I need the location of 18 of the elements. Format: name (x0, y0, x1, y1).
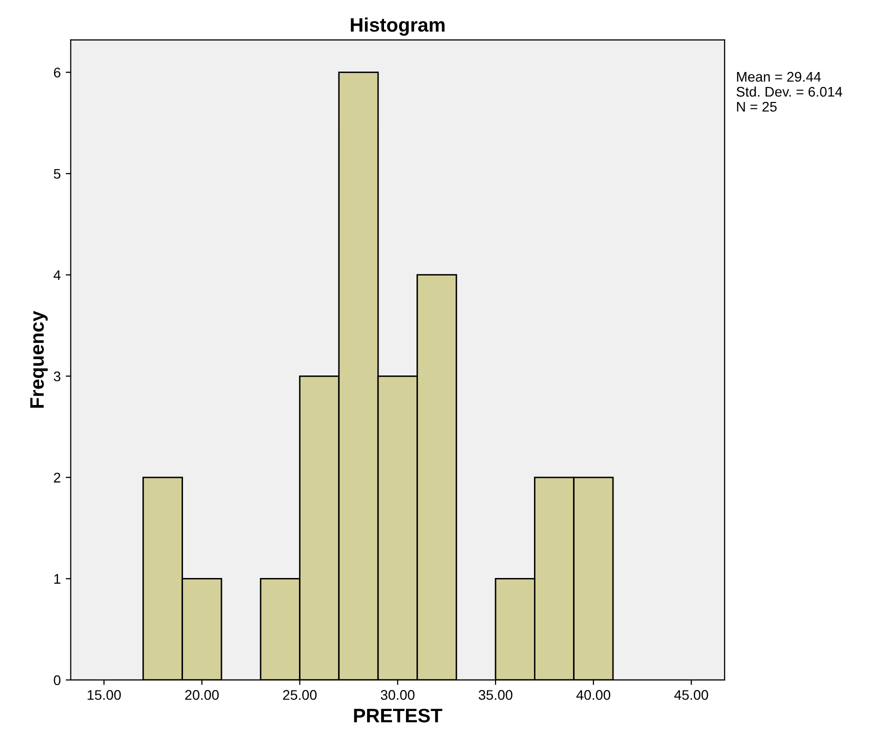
y-tick-label: 0 (54, 675, 60, 686)
y-tick-label: 6 (54, 68, 60, 78)
text: Mean = 29.44 Std. Dev. = 6.014 N = 25 (736, 72, 842, 112)
x-tick-label: 35.00 (478, 690, 512, 700)
x-tick-label: 15.00 (88, 690, 121, 700)
x-tick-label: 40.00 (576, 690, 610, 700)
x-tick-label: 25.00 (283, 690, 317, 700)
x-axis-title: PRETEST (354, 708, 442, 722)
x-tick-label: 20.00 (185, 690, 219, 700)
y-axis-title: Frequency (30, 310, 48, 408)
chart-title: Histogram (350, 17, 445, 36)
y-tick-label: 2 (54, 472, 60, 482)
y-tick-label: 1 (54, 574, 60, 584)
y-tick-label: 3 (54, 371, 60, 382)
x-tick-label: 30.00 (380, 690, 414, 700)
y-tick-label: 5 (54, 169, 60, 179)
x-tick-label: 45.00 (674, 690, 708, 700)
y-tick-label: 4 (54, 270, 61, 280)
